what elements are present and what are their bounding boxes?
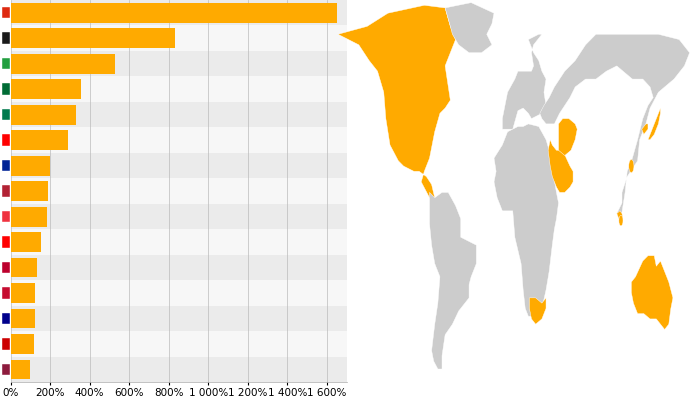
Bar xyxy=(10,232,41,252)
Polygon shape xyxy=(642,124,648,134)
Polygon shape xyxy=(494,124,559,316)
Bar xyxy=(10,309,35,328)
Bar xyxy=(10,3,337,23)
Bar xyxy=(10,255,346,280)
Bar xyxy=(10,257,37,278)
Bar xyxy=(10,153,346,178)
Circle shape xyxy=(619,215,623,226)
Bar xyxy=(10,79,80,99)
FancyBboxPatch shape xyxy=(1,32,10,44)
Bar xyxy=(10,130,68,150)
FancyBboxPatch shape xyxy=(1,160,10,171)
FancyBboxPatch shape xyxy=(1,313,10,324)
Bar xyxy=(10,76,346,102)
FancyBboxPatch shape xyxy=(1,134,10,146)
Bar xyxy=(10,127,346,153)
Bar xyxy=(10,207,47,226)
FancyBboxPatch shape xyxy=(1,338,10,350)
Polygon shape xyxy=(529,298,546,324)
FancyBboxPatch shape xyxy=(1,262,10,273)
Bar xyxy=(10,178,346,204)
Bar xyxy=(10,54,116,74)
Bar xyxy=(10,51,346,76)
Bar xyxy=(10,181,48,201)
Bar xyxy=(10,334,34,354)
Polygon shape xyxy=(617,211,623,221)
Polygon shape xyxy=(540,34,690,219)
FancyBboxPatch shape xyxy=(1,84,10,95)
Bar xyxy=(10,156,50,176)
Polygon shape xyxy=(430,192,476,369)
Bar xyxy=(10,0,346,26)
Polygon shape xyxy=(338,5,456,203)
Bar xyxy=(10,102,346,127)
Polygon shape xyxy=(631,256,673,329)
FancyBboxPatch shape xyxy=(1,287,10,299)
Circle shape xyxy=(629,160,634,173)
FancyBboxPatch shape xyxy=(1,185,10,197)
Bar xyxy=(10,357,346,382)
FancyBboxPatch shape xyxy=(1,109,10,121)
Polygon shape xyxy=(548,140,573,192)
FancyBboxPatch shape xyxy=(1,58,10,69)
Polygon shape xyxy=(559,118,578,155)
Bar xyxy=(10,331,346,357)
FancyBboxPatch shape xyxy=(1,236,10,248)
FancyBboxPatch shape xyxy=(1,211,10,222)
Polygon shape xyxy=(503,34,546,129)
FancyBboxPatch shape xyxy=(1,7,10,18)
Bar xyxy=(10,360,30,379)
Bar xyxy=(10,280,346,306)
Bar xyxy=(10,306,346,331)
Bar xyxy=(10,105,76,125)
FancyBboxPatch shape xyxy=(1,364,10,375)
Bar xyxy=(10,204,346,229)
Polygon shape xyxy=(648,108,661,140)
Bar xyxy=(10,26,346,51)
Bar xyxy=(10,229,346,255)
Bar xyxy=(10,283,35,303)
Bar xyxy=(10,28,174,48)
Polygon shape xyxy=(445,3,494,53)
